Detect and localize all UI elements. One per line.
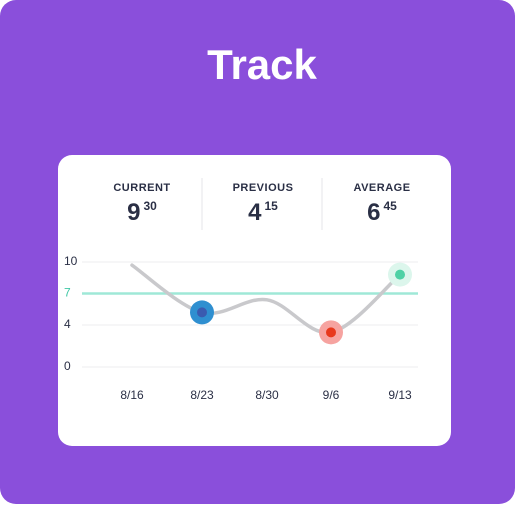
- y-tick-label: 0: [64, 359, 71, 373]
- stat-value: 4 15: [248, 199, 278, 226]
- stat-main: 9: [127, 199, 140, 226]
- stat-label: PREVIOUS: [233, 182, 294, 194]
- line: [130, 263, 402, 335]
- stat-sup: 45: [384, 199, 398, 213]
- x-tick-label: 9/13: [388, 388, 412, 402]
- y-tick-label: 4: [64, 317, 71, 331]
- highlight-dot: [197, 307, 207, 318]
- x-tick-label: 8/30: [255, 388, 279, 402]
- x-tick-label: 8/16: [120, 388, 144, 402]
- highlight-dot: [395, 269, 405, 280]
- stat-main: 6: [367, 199, 380, 226]
- highlight-dot: [326, 327, 336, 338]
- x-tick-label: 8/23: [190, 388, 214, 402]
- stat-value: 6 45: [367, 199, 397, 226]
- stat-value: 9 30: [127, 199, 157, 226]
- title: Track: [207, 41, 317, 88]
- stat-label: AVERAGE: [353, 182, 410, 194]
- y-tick-label: 7: [64, 286, 71, 300]
- stat-label: CURRENT: [113, 182, 170, 194]
- y-tick-label: 10: [64, 254, 78, 268]
- x-tick-label: 9/6: [323, 388, 340, 402]
- stat-sup: 15: [265, 199, 279, 213]
- stat-main: 4: [248, 199, 262, 226]
- stat-sup: 30: [144, 199, 158, 213]
